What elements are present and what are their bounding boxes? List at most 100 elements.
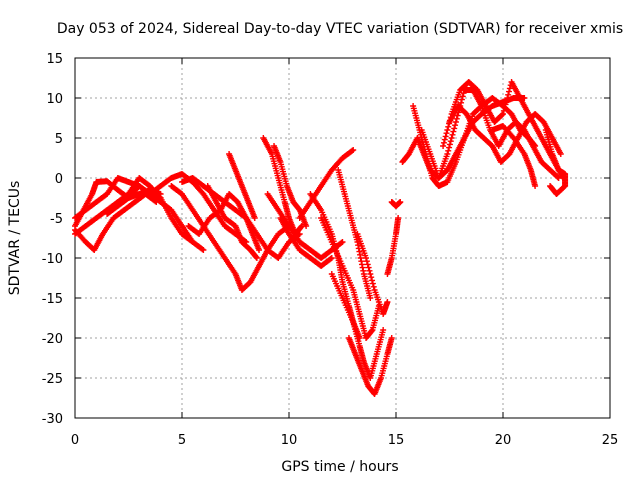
series-29	[489, 123, 539, 189]
series-11	[260, 135, 305, 237]
data-point	[532, 183, 539, 189]
x-axis-label: GPS time / hours	[281, 459, 398, 475]
data-point	[350, 147, 357, 153]
data-point	[367, 271, 374, 277]
y-tick-label: -20	[42, 332, 63, 347]
data-point	[380, 327, 387, 333]
series-23	[388, 199, 404, 209]
data-point	[452, 122, 459, 129]
y-tick-label: 10	[46, 92, 63, 107]
data-point	[445, 123, 452, 130]
y-tick-label: -10	[42, 252, 63, 267]
series-18	[328, 271, 387, 381]
series-3	[72, 191, 160, 253]
data-point	[251, 215, 258, 221]
series-9	[204, 183, 260, 261]
data-point	[363, 258, 370, 265]
data-point	[153, 199, 160, 205]
data-point	[458, 99, 465, 106]
data-point	[370, 283, 377, 290]
series-22	[384, 215, 402, 277]
data-point	[500, 107, 507, 114]
data-point	[152, 198, 159, 205]
data-point	[499, 111, 506, 118]
data-point	[363, 255, 370, 261]
data-point	[441, 136, 448, 143]
data-point	[503, 98, 510, 105]
data-point	[440, 143, 447, 149]
plot-frame	[74, 57, 611, 419]
data-point	[452, 119, 459, 125]
x-tick-label: 20	[495, 433, 512, 448]
data-point	[253, 255, 260, 261]
data-point	[554, 174, 561, 181]
data-marks	[72, 79, 569, 397]
data-point	[504, 95, 511, 101]
data-point	[450, 128, 457, 135]
data-point	[440, 139, 447, 146]
data-point	[349, 147, 356, 154]
data-point	[451, 125, 458, 132]
data-point	[188, 238, 195, 245]
x-tick-label: 15	[388, 433, 405, 448]
data-point	[366, 267, 373, 274]
data-point	[446, 141, 453, 148]
y-tick-label: -25	[42, 372, 63, 387]
data-point	[506, 85, 513, 92]
data-point	[453, 115, 460, 122]
y-tick-label: 0	[55, 172, 63, 187]
y-axis-label: SDTVAR / TECUs	[7, 181, 23, 296]
series-15	[296, 147, 357, 221]
data-point	[339, 239, 346, 245]
series-20	[335, 167, 374, 301]
data-point	[369, 277, 376, 284]
y-tick-label: 5	[55, 132, 63, 147]
data-point	[200, 247, 207, 253]
data-point	[505, 91, 512, 98]
data-point	[364, 261, 371, 268]
series-8	[185, 191, 263, 253]
series-19	[345, 335, 395, 397]
data-point	[384, 299, 391, 305]
data-point	[505, 88, 512, 95]
data-point	[442, 133, 449, 140]
data-point	[338, 239, 345, 246]
series-0	[72, 178, 207, 253]
data-point	[547, 183, 554, 189]
data-point	[502, 101, 509, 108]
data-point	[500, 111, 506, 117]
data-point	[189, 239, 196, 245]
y-tick-label: -30	[42, 412, 63, 427]
data-point	[328, 255, 335, 261]
data-point	[448, 135, 455, 141]
data-point	[327, 255, 334, 262]
data-point	[369, 280, 376, 287]
series-25	[410, 95, 539, 189]
data-point	[447, 138, 454, 145]
series-30	[542, 127, 569, 197]
data-point	[446, 144, 453, 151]
data-point	[397, 199, 404, 205]
data-point	[443, 130, 450, 137]
data-point	[459, 93, 466, 100]
data-point	[444, 151, 451, 157]
data-point	[449, 131, 456, 138]
data-point	[199, 246, 206, 253]
data-point	[303, 223, 310, 229]
chart-title: Day 053 of 2024, Sidereal Day-to-day VTE…	[57, 21, 623, 37]
data-point	[388, 335, 395, 341]
data-point	[368, 274, 375, 281]
data-point	[501, 104, 508, 111]
data-point	[395, 215, 402, 221]
x-tick-label: 5	[178, 433, 186, 448]
data-point	[256, 247, 263, 253]
x-tick-label: 10	[281, 433, 298, 448]
series-17	[318, 215, 382, 341]
series-21	[354, 231, 391, 317]
x-tick-label: 0	[71, 433, 79, 448]
y-tick-label: 15	[46, 52, 63, 67]
y-tick-label: -15	[42, 292, 63, 307]
data-point	[157, 191, 164, 197]
data-point	[367, 295, 374, 301]
